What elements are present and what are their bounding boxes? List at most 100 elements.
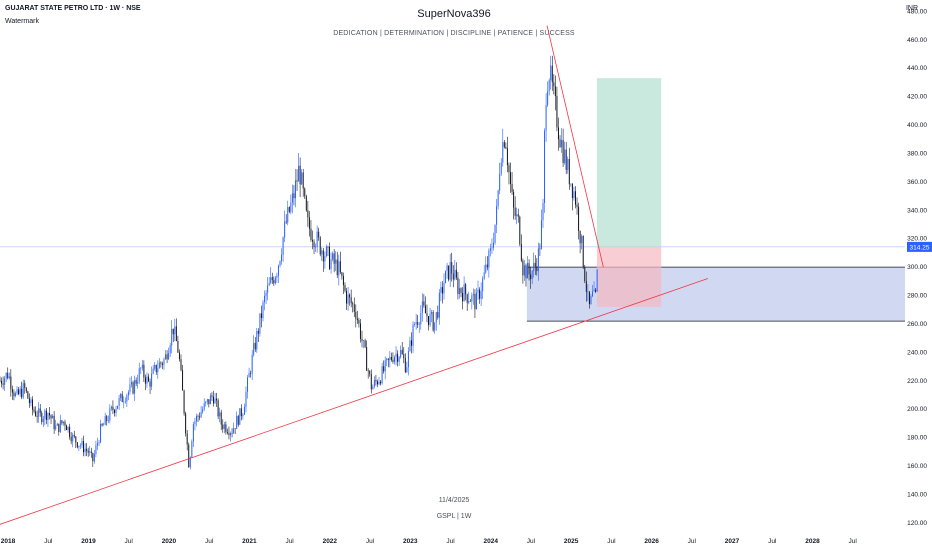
candle-body	[127, 391, 129, 396]
candle-body	[523, 265, 525, 276]
candle-body	[158, 362, 160, 369]
candle-body	[38, 408, 40, 417]
candle-body	[525, 265, 527, 279]
candle-body	[350, 297, 352, 304]
candle-body	[160, 362, 162, 364]
candle-body	[146, 376, 148, 384]
price-axis[interactable]: 120.00 140.00 160.00 180.00 200.00 220.00 240.…	[907, 8, 932, 527]
candle-body	[294, 180, 296, 199]
candle-body	[216, 398, 218, 401]
price-tick-label: 340.00	[907, 207, 927, 214]
candle-body	[64, 421, 66, 426]
candle-body	[342, 276, 344, 286]
candle-body	[195, 416, 197, 422]
candle-body	[519, 216, 521, 245]
candle-body	[550, 65, 552, 81]
candle-body	[407, 351, 409, 368]
candle-body	[83, 441, 85, 453]
candle-body	[437, 312, 439, 318]
candle-body	[165, 354, 167, 360]
candle-body	[214, 398, 216, 404]
candle-body	[155, 364, 157, 373]
time-tick-label: Jul	[527, 538, 536, 545]
candle-body	[581, 235, 583, 244]
candle-body	[126, 395, 128, 402]
candle-body	[562, 140, 564, 163]
candle-body	[211, 395, 213, 397]
candle-body	[488, 250, 490, 268]
candle-body	[185, 413, 187, 434]
candle-body	[384, 360, 386, 372]
candle-body	[424, 305, 426, 314]
candle-body	[53, 415, 55, 430]
candle-body	[344, 285, 346, 291]
candle-body	[492, 242, 494, 248]
candle-body	[537, 248, 539, 272]
candle-body	[333, 253, 335, 264]
candle-body	[87, 450, 89, 453]
time-tick-label: 2019	[81, 538, 96, 545]
price-tick-label: 360.00	[907, 179, 927, 186]
candle-body	[411, 340, 413, 346]
candle-body	[30, 399, 32, 404]
time-tick-label: Jul	[125, 538, 134, 545]
candle-body	[517, 214, 519, 217]
candle-body	[290, 202, 292, 212]
candle-body	[217, 400, 219, 417]
candle-body	[199, 416, 201, 418]
candle-body	[237, 416, 239, 425]
candle-body	[397, 353, 399, 362]
candle-body	[363, 340, 365, 341]
candle-body	[239, 408, 241, 425]
candle-body	[271, 277, 273, 281]
candles-layer	[0, 55, 598, 470]
candle-body	[161, 363, 163, 365]
candle-body	[395, 353, 397, 358]
candle-body	[409, 340, 411, 352]
candle-body	[2, 383, 4, 385]
candle-body	[414, 324, 416, 325]
chart-symbol-title[interactable]: GUJARAT STATE PETRO LTD · 1W · NSE	[5, 5, 141, 12]
candle-body	[104, 416, 106, 425]
drawing-zones	[0, 78, 905, 322]
candle-body	[209, 395, 211, 405]
candle-body	[545, 105, 547, 131]
candle-body	[445, 270, 447, 284]
candle-body	[180, 359, 182, 371]
candle-body	[236, 416, 238, 429]
candle-body	[175, 326, 177, 342]
price-tick-label: 140.00	[907, 491, 927, 498]
candle-body	[107, 420, 109, 422]
price-tick-label: 260.00	[907, 321, 927, 328]
target-zone	[596, 78, 662, 247]
candle-body	[186, 433, 188, 445]
candle-body	[285, 221, 287, 223]
candle-body	[466, 294, 468, 303]
candle-body	[41, 412, 43, 423]
candle-body	[35, 411, 37, 416]
candle-body	[49, 413, 51, 416]
candle-body	[514, 207, 516, 216]
candle-body	[233, 428, 235, 434]
time-tick-label: Jul	[607, 538, 616, 545]
candle-body	[321, 250, 323, 255]
candle-body	[225, 424, 227, 433]
candle-body	[273, 280, 275, 284]
candle-body	[446, 265, 448, 271]
candle-body	[301, 172, 303, 185]
candle-body	[472, 294, 474, 296]
candle-body	[8, 376, 10, 379]
candle-body	[310, 228, 312, 240]
candle-body	[420, 312, 422, 325]
candle-body	[547, 91, 549, 106]
candle-body	[230, 433, 232, 436]
candle-body	[383, 366, 385, 372]
candle-body	[556, 96, 558, 128]
candle-body	[426, 313, 428, 316]
price-tick-label: 440.00	[907, 65, 927, 72]
candle-body	[302, 172, 304, 189]
candle-body	[592, 291, 594, 297]
candle-body	[584, 266, 586, 282]
time-axis[interactable]: 2018 Jul 2019 Jul 2020 Jul 2021 Jul 2022 Jul 2023 J…	[1, 538, 858, 545]
